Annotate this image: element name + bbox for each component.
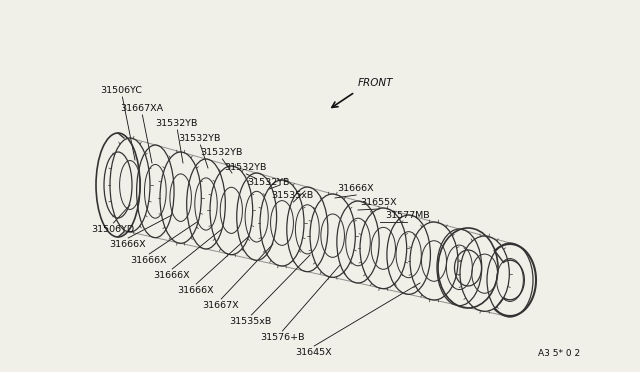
Text: 31666X: 31666X: [109, 240, 146, 249]
Text: 31577MB: 31577MB: [385, 211, 429, 220]
Text: 31506YC: 31506YC: [100, 86, 142, 95]
Text: FRONT: FRONT: [358, 78, 394, 88]
Text: 31667X: 31667X: [202, 301, 239, 310]
Text: 31667XA: 31667XA: [120, 104, 163, 113]
Text: 31535xB: 31535xB: [271, 191, 313, 200]
Text: 31532YB: 31532YB: [200, 148, 243, 157]
Text: 31645X: 31645X: [295, 348, 332, 357]
Text: 31532YB: 31532YB: [178, 134, 220, 143]
Text: A3 5* 0 2: A3 5* 0 2: [538, 349, 580, 358]
Text: 31532YB: 31532YB: [247, 178, 289, 187]
Text: 31666X: 31666X: [153, 271, 189, 280]
Text: 31666X: 31666X: [130, 256, 166, 265]
Text: 31666X: 31666X: [337, 184, 374, 193]
Text: 31532YB: 31532YB: [224, 163, 266, 172]
Text: 31506YD: 31506YD: [91, 225, 134, 234]
Text: 31532YB: 31532YB: [155, 119, 197, 128]
Text: 31535xB: 31535xB: [229, 317, 271, 326]
Text: 31666X: 31666X: [177, 286, 214, 295]
Text: 31655X: 31655X: [360, 198, 397, 207]
Text: 31576+B: 31576+B: [260, 333, 305, 342]
